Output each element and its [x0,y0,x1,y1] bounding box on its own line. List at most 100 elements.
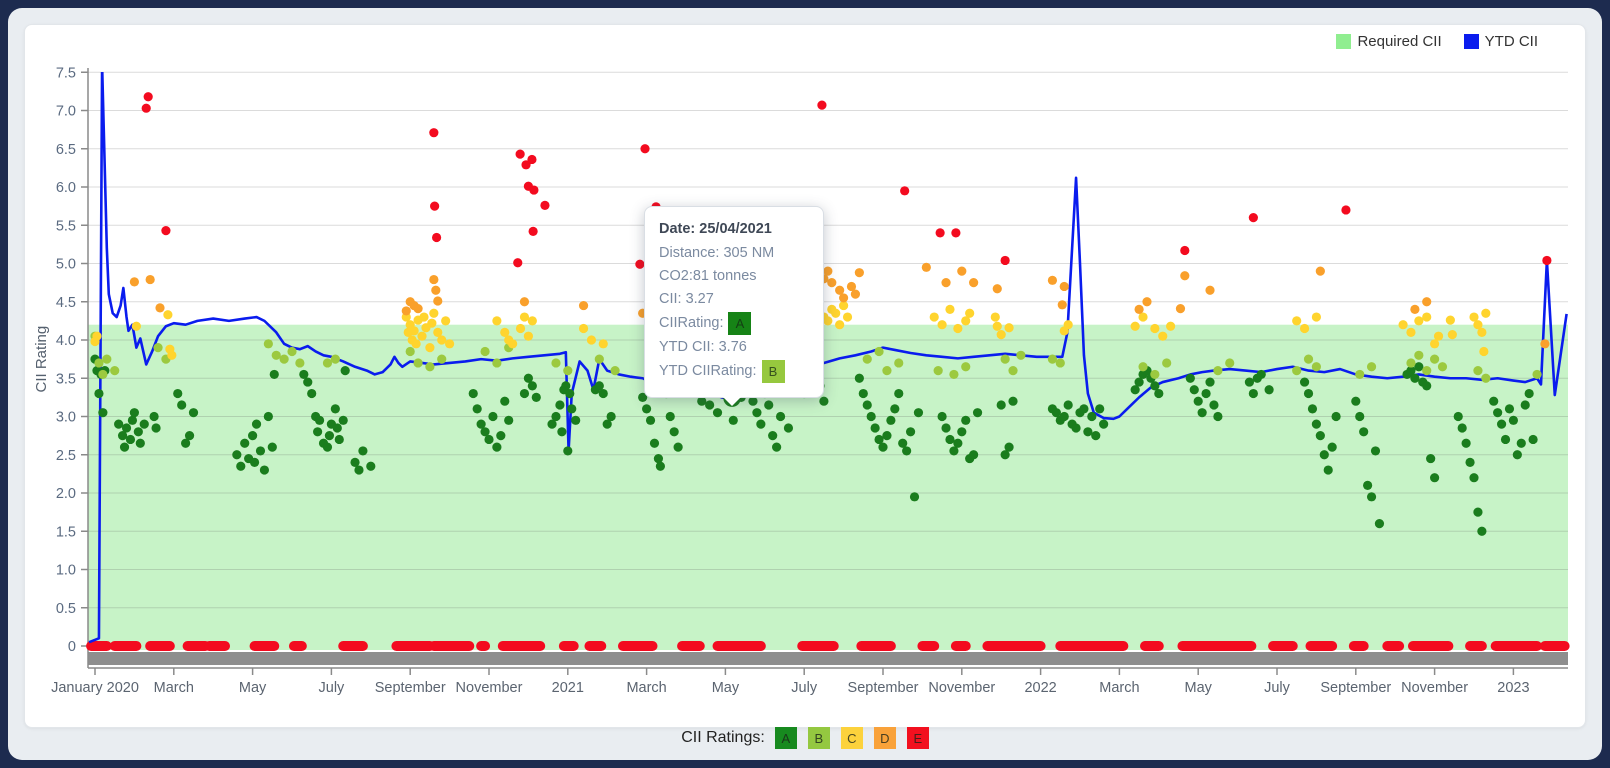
scatter-point-D[interactable] [1047,275,1058,285]
scatter-point-A[interactable] [1461,438,1471,448]
scatter-point-E[interactable] [521,160,531,170]
scatter-point-A[interactable] [1083,427,1093,437]
scatter-point-A[interactable] [267,442,277,452]
scatter-point-C[interactable] [411,339,421,349]
scatter-point-B[interactable] [98,369,108,380]
scatter-point-C[interactable] [929,312,939,322]
scatter-point-A[interactable] [1528,434,1538,445]
scatter-point-D[interactable] [1142,297,1152,307]
scatter-point-A[interactable] [125,434,136,445]
scatter-point-D[interactable] [433,296,443,306]
scatter-point-C[interactable] [953,323,963,334]
scatter-point-B[interactable] [322,358,333,368]
scatter-point-D[interactable] [145,274,155,285]
scatter-point-A[interactable] [1512,450,1522,460]
scatter-point-E[interactable] [161,226,171,236]
scatter-point-C[interactable] [433,327,443,337]
scatter-point-B[interactable] [295,358,305,368]
scatter-point-A[interactable] [334,434,344,445]
scatter-point-A[interactable] [874,434,884,445]
scatter-point-A[interactable] [1071,423,1081,433]
scatter-point-E[interactable] [817,100,827,110]
scatter-point-D[interactable] [155,303,165,313]
scatter-point-A[interactable] [1504,404,1515,414]
scatter-point-A[interactable] [1516,438,1526,448]
scatter-point-A[interactable] [133,427,143,437]
scatter-point-A[interactable] [563,446,573,456]
scatter-point-C[interactable] [92,331,102,341]
scatter-point-C[interactable] [937,320,947,330]
scatter-point-A[interactable] [1189,385,1199,395]
scatter-point-A[interactable] [500,396,510,406]
scatter-point-B[interactable] [425,362,435,372]
scatter-point-A[interactable] [188,408,199,418]
scatter-point-A[interactable] [1351,396,1361,406]
scatter-point-A[interactable] [1422,381,1432,391]
scatter-point-A[interactable] [1489,396,1499,406]
scatter-point-A[interactable] [1209,400,1219,410]
scatter-point-A[interactable] [1051,408,1061,418]
scatter-point-C[interactable] [500,327,510,337]
scatter-point-A[interactable] [1500,434,1511,445]
scatter-point-A[interactable] [996,400,1006,410]
scatter-point-D[interactable] [1540,339,1550,349]
scatter-point-A[interactable] [1363,480,1373,490]
scatter-point-A[interactable] [775,411,786,422]
scatter-point-B[interactable] [279,354,289,364]
scatter-point-C[interactable] [1150,323,1160,334]
scatter-point-A[interactable] [645,415,656,425]
scatter-point-A[interactable] [894,388,904,399]
scatter-point-C[interactable] [1398,320,1408,330]
scatter-point-A[interactable] [862,400,872,410]
scatter-point-A[interactable] [523,373,534,383]
scatter-point-A[interactable] [886,415,896,425]
scatter-point-A[interactable] [531,392,541,402]
scatter-point-A[interactable] [752,408,762,418]
scatter-point-D[interactable] [1315,266,1325,276]
scatter-point-A[interactable] [712,408,723,418]
scatter-point-B[interactable] [1000,354,1010,364]
scatter-point-B[interactable] [1473,366,1483,376]
scatter-point-D[interactable] [1175,304,1186,314]
scatter-point-B[interactable] [480,346,490,357]
scatter-point-E[interactable] [900,186,910,196]
scatter-point-A[interactable] [1205,377,1215,387]
scatter-point-A[interactable] [594,381,604,391]
scatter-point-A[interactable] [1319,450,1329,460]
scatter-point-A[interactable] [496,431,506,441]
scatter-point-A[interactable] [269,369,279,380]
scatter-point-C[interactable] [961,316,971,326]
scatter-point-A[interactable] [232,450,242,460]
scatter-point-A[interactable] [236,461,246,471]
scatter-point-A[interactable] [1453,411,1463,422]
scatter-point-A[interactable] [913,408,924,418]
scatter-point-A[interactable] [184,431,195,441]
scatter-point-C[interactable] [1447,330,1457,340]
scatter-point-B[interactable] [594,354,604,364]
scatter-point-E[interactable] [143,92,153,102]
scatter-point-A[interactable] [492,442,502,452]
scatter-point-A[interactable] [969,450,979,460]
scatter-point-A[interactable] [783,423,794,433]
scatter-point-A[interactable] [476,419,486,429]
scatter-point-A[interactable] [1264,385,1274,395]
scatter-point-C[interactable] [945,304,955,314]
scatter-point-C[interactable] [523,331,534,341]
scatter-point-D[interactable] [1134,304,1144,314]
scatter-point-A[interactable] [1303,388,1314,399]
scatter-point-A[interactable] [117,431,128,441]
scatter-point-C[interactable] [508,339,518,349]
scatter-point-B[interactable] [413,358,423,368]
scatter-point-D[interactable] [823,266,833,276]
scatter-point-B[interactable] [437,354,447,364]
scatter-point-A[interactable] [555,400,565,410]
scatter-point-A[interactable] [94,388,104,399]
scatter-point-A[interactable] [366,461,376,471]
scatter-point-C[interactable] [1481,308,1491,318]
scatter-point-A[interactable] [567,404,577,414]
scatter-point-C[interactable] [167,350,177,360]
scatter-point-B[interactable] [263,339,273,349]
scatter-point-A[interactable] [705,400,715,410]
scatter-point-C[interactable] [427,318,437,328]
